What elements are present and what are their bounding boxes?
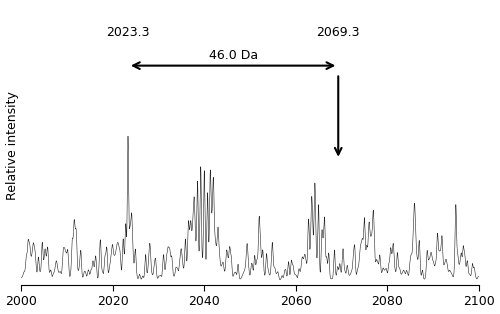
Text: 2023.3: 2023.3 [106, 26, 150, 40]
Y-axis label: Relative intensity: Relative intensity [6, 91, 18, 200]
Text: 2069.3: 2069.3 [316, 26, 360, 40]
Text: 46.0 Da: 46.0 Da [208, 49, 258, 62]
